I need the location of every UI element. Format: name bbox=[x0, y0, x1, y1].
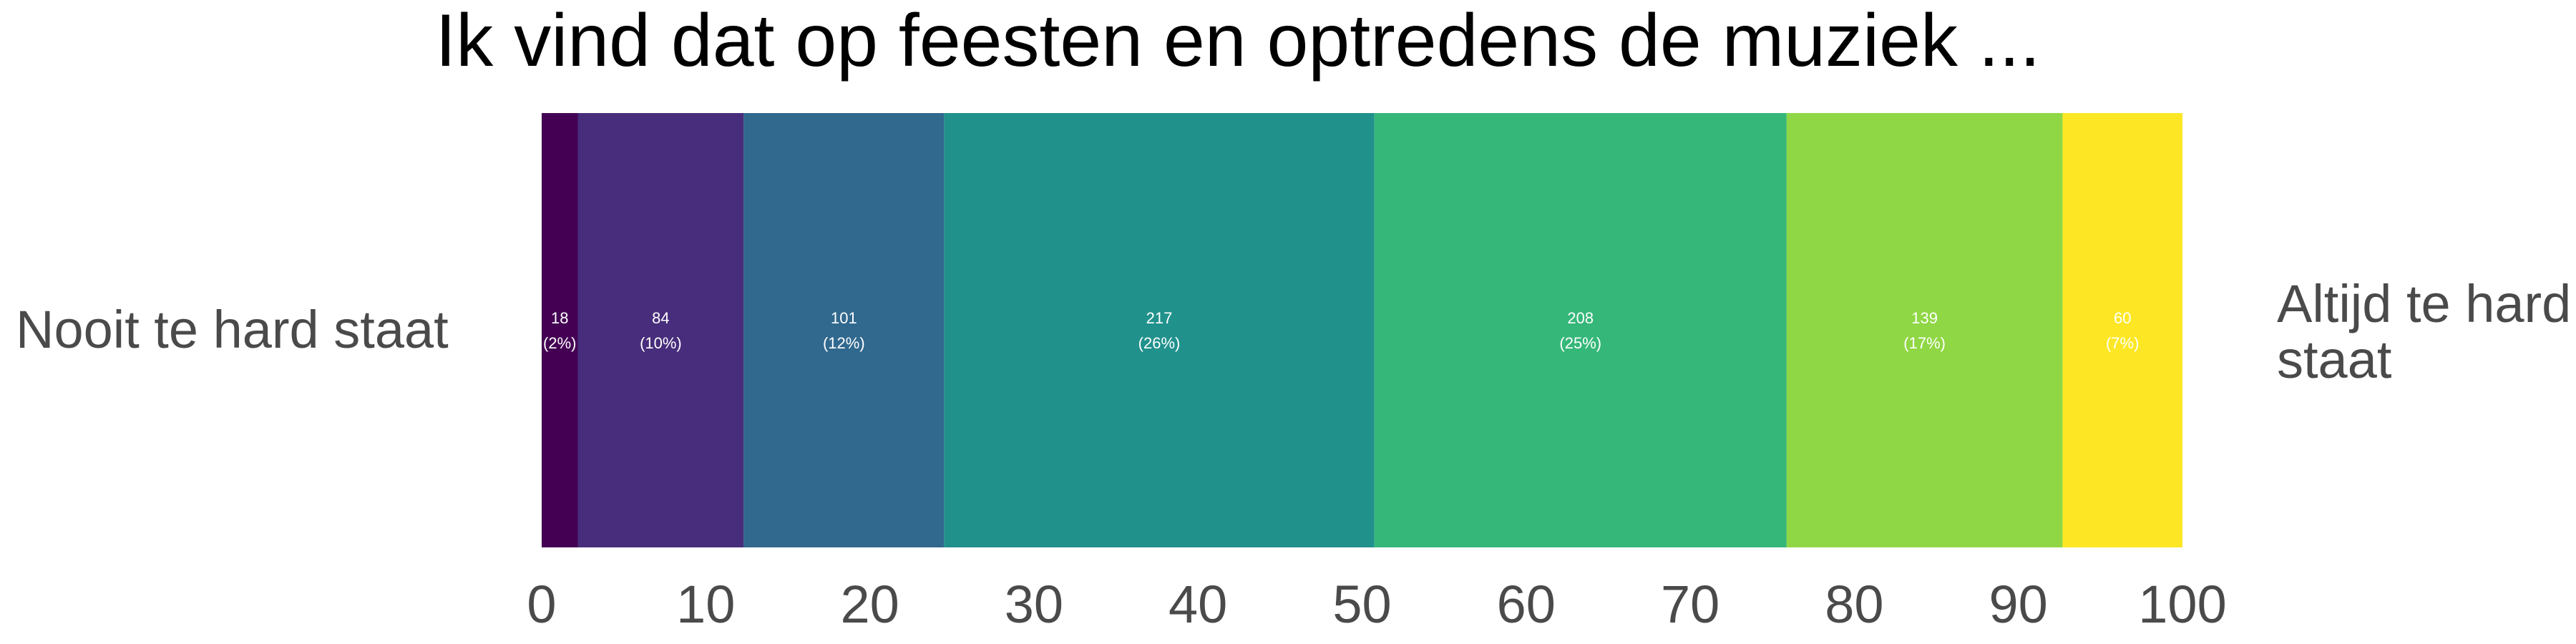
segment-count-label-7: 60 bbox=[2114, 309, 2131, 327]
right-axis-label-line-2: staat bbox=[2277, 330, 2392, 389]
bar-segment-3 bbox=[743, 113, 945, 547]
segment-percent-label-5: (25%) bbox=[1559, 334, 1601, 352]
x-tick-label-50: 50 bbox=[1332, 575, 1391, 634]
x-tick-label-30: 30 bbox=[1005, 575, 1063, 634]
segment-count-label-4: 217 bbox=[1146, 309, 1173, 327]
right-axis-label-line-1: Altijd te hard bbox=[2277, 274, 2571, 333]
bar-segment-2 bbox=[577, 113, 744, 547]
bar-segments bbox=[542, 113, 2182, 547]
x-tick-label-0: 0 bbox=[527, 575, 556, 634]
x-tick-label-10: 10 bbox=[676, 575, 735, 634]
x-tick-label-20: 20 bbox=[840, 575, 899, 634]
bar-segment-4 bbox=[944, 113, 1375, 547]
segment-percent-label-6: (17%) bbox=[1903, 334, 1946, 352]
x-tick-label-80: 80 bbox=[1825, 575, 1883, 634]
bar-segment-5 bbox=[1374, 113, 1787, 547]
x-tick-label-90: 90 bbox=[1989, 575, 2048, 634]
x-axis-tick-labels: 0 10 20 30 40 50 60 70 80 90 100 bbox=[527, 575, 2226, 634]
x-tick-label-100: 100 bbox=[2138, 575, 2226, 634]
x-tick-label-60: 60 bbox=[1497, 575, 1556, 634]
segment-count-label-2: 84 bbox=[652, 309, 669, 327]
segment-count-label-1: 18 bbox=[551, 309, 568, 327]
bar-segment-1 bbox=[542, 113, 578, 547]
right-axis-label: Altijd te hard staat bbox=[2277, 274, 2576, 389]
segment-count-label-3: 101 bbox=[831, 309, 857, 327]
x-tick-label-70: 70 bbox=[1661, 575, 1719, 634]
bar-segment-6 bbox=[1786, 113, 2063, 547]
x-tick-label-40: 40 bbox=[1169, 575, 1227, 634]
segment-percent-label-1: (2%) bbox=[543, 334, 576, 352]
left-axis-label: Nooit te hard staat bbox=[16, 300, 449, 359]
bar-segment-7 bbox=[2062, 113, 2182, 547]
segment-percent-label-7: (7%) bbox=[2106, 334, 2139, 352]
segment-count-label-6: 139 bbox=[1911, 309, 1938, 327]
segment-percent-label-4: (26%) bbox=[1138, 334, 1181, 352]
segment-labels: 18 (2%) 84 (10%) 101 (12%) 217 (26%) 208 (25%) 139… bbox=[543, 309, 2139, 352]
segment-percent-label-2: (10%) bbox=[640, 334, 682, 352]
segment-percent-label-3: (12%) bbox=[823, 334, 865, 352]
chart-title: Ik vind dat op feesten en optredens de m… bbox=[435, 0, 2040, 82]
segment-count-label-5: 208 bbox=[1567, 309, 1594, 327]
